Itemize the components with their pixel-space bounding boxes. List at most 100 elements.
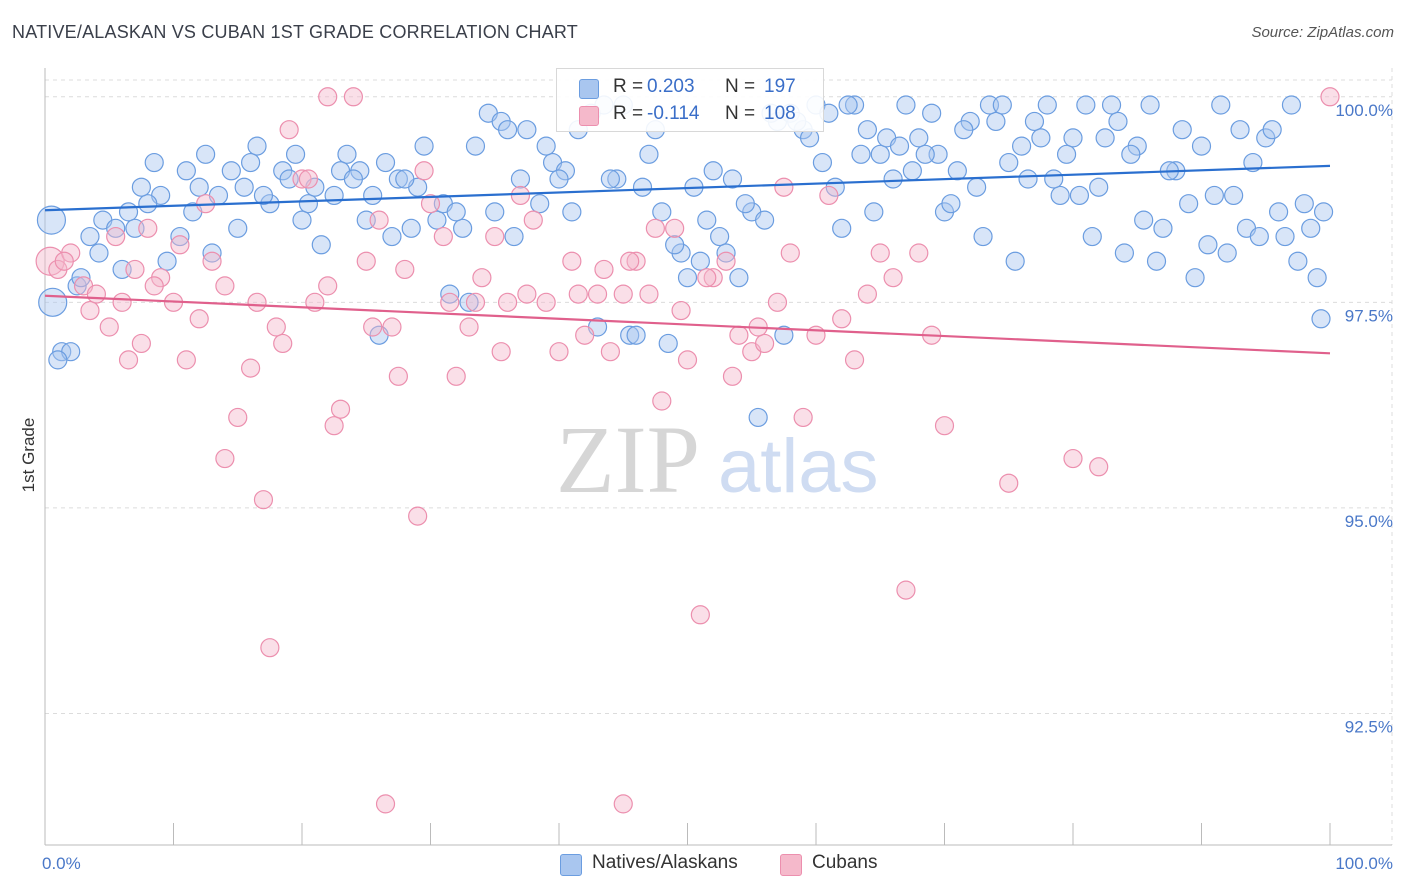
natives-trend-line [44,164,1331,212]
cubans-point [498,292,518,312]
cubans-point [722,366,743,386]
cubans-point [363,317,383,337]
natives-point [1211,95,1231,115]
natives-point [311,235,331,255]
natives-point [1044,169,1064,189]
cubans-point [793,407,813,428]
natives-point [626,325,646,345]
natives-point [36,205,67,235]
cubans-point [440,292,460,312]
cubans-point [414,161,434,181]
cubans-point [626,251,646,271]
cubans-point [369,210,389,230]
cubans-point [446,366,466,386]
r-value: -0.114 [647,103,700,124]
stats-row-natives: R = 0.203 N = 197 [557,75,823,101]
natives-point [1294,194,1314,214]
cubans-point [600,342,621,362]
stats-row-cubans: R = -0.114 N = 108 [557,102,823,128]
cubans-point [652,391,672,411]
cubans-point [260,638,280,658]
natives-point [1101,95,1122,115]
natives-point [138,194,158,214]
natives-point [735,194,755,214]
cubans-point [819,185,839,206]
cubans-point [170,235,190,255]
y-tick-label: 92.5% [1345,717,1393,736]
natives-point [517,120,537,140]
natives-point [241,152,261,173]
cubans-point [318,276,338,296]
cubans-point [356,251,376,271]
natives-point [915,144,935,164]
natives-point [652,202,672,222]
natives-point [967,177,987,197]
cubans-point [54,251,74,271]
natives-point [754,210,775,230]
natives-point [1114,243,1135,263]
cubans-point [131,333,151,354]
natives-legend-swatch [560,854,582,876]
natives-point [343,169,363,189]
natives-point [363,185,383,206]
cubans-point [645,218,665,238]
natives-point [189,177,209,197]
natives-point [1037,95,1057,115]
cubans-point [298,169,319,189]
natives-point [131,177,151,197]
cubans-point [832,309,852,329]
cubans-point [279,120,299,140]
natives-point [1185,268,1205,288]
cubans-point [587,284,608,304]
natives-point [1140,95,1160,115]
cubans-point [1063,448,1083,469]
natives-point [459,292,479,312]
natives-point [774,325,794,345]
cubans-point [620,251,640,271]
cubans-point [241,358,261,378]
cubans-point [472,268,492,288]
cubans-point [388,366,408,386]
cubans-point [857,284,878,304]
natives-point [453,218,473,238]
cubans-point [35,246,65,276]
cubans-point [934,416,955,436]
watermark-zip: ZIP [556,406,700,513]
cubans-point [99,317,119,337]
natives-point [1307,268,1327,288]
natives-point [1243,152,1263,173]
cubans-point [459,317,479,337]
natives-point [1249,226,1269,247]
natives-point [1288,251,1308,271]
cubans-point [324,416,344,436]
cubans-point [485,226,505,247]
natives-point [896,95,916,115]
natives-point [485,202,505,222]
natives-point [1082,226,1102,247]
natives-point [992,95,1012,115]
r-value: 0.203 [647,76,695,97]
natives-point [1179,194,1199,214]
cubans-point [318,87,338,107]
cubans-point [909,243,929,263]
cubans-point [594,259,614,280]
natives-point [1121,144,1141,164]
natives-point [48,350,68,370]
natives-point [157,251,177,271]
watermark: ZIP atlas [556,406,879,513]
natives-point [857,120,878,140]
cubans-point [870,243,890,263]
natives-point [1301,218,1321,238]
cubans-point [690,605,710,625]
cubans-point [138,218,158,238]
cubans-point [549,342,569,362]
natives-point [690,251,710,271]
natives-point [504,226,524,247]
r-label: R = [613,103,644,124]
natives-point [382,226,402,247]
natives-point [844,95,865,115]
natives-point [1268,202,1289,222]
natives-point [1056,144,1077,164]
cubans-point [896,580,916,600]
trend-layer [44,164,1331,355]
